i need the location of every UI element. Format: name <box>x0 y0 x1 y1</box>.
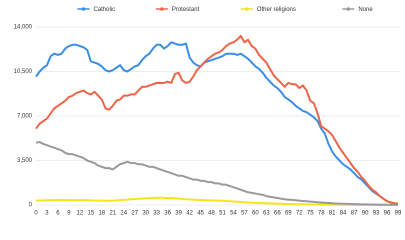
x-tick-label: 90 <box>362 211 369 217</box>
x-tick-label: 3 <box>45 211 49 217</box>
series-line <box>36 196 398 206</box>
x-tick-label: 12 <box>77 211 84 217</box>
x-tick-label: 60 <box>252 211 259 217</box>
x-tick-label: 36 <box>164 211 171 217</box>
x-tick-label: 42 <box>186 211 193 217</box>
x-tick-label: 99 <box>395 211 402 217</box>
y-tick-label: 0 <box>29 203 33 209</box>
legend-swatch-dot <box>81 7 86 11</box>
x-tick-label: 39 <box>175 211 182 217</box>
series-line <box>35 141 399 206</box>
x-tick-label: 6 <box>56 211 60 217</box>
x-tick-label: 66 <box>274 211 281 217</box>
x-tick-label: 84 <box>340 211 347 217</box>
x-tick-label: 33 <box>153 211 160 217</box>
legend-label: Protestant <box>172 7 200 13</box>
x-tick-label: 0 <box>34 211 38 217</box>
x-tick-label: 21 <box>109 211 116 217</box>
series-line <box>35 34 399 205</box>
y-tick-label: 3,500 <box>17 158 33 164</box>
legend-label: None <box>358 7 373 13</box>
x-tick-label: 72 <box>296 211 303 217</box>
x-tick-label: 87 <box>351 211 358 217</box>
x-tick-label: 9 <box>67 211 71 217</box>
x-tick-label: 69 <box>285 211 292 217</box>
y-tick-label: 10,500 <box>14 69 33 75</box>
x-tick-label: 18 <box>98 211 105 217</box>
legend-label: Catholic <box>93 7 115 13</box>
x-tick-label: 96 <box>384 211 391 217</box>
x-tick-label: 63 <box>263 211 270 217</box>
y-tick-label: 14,000 <box>14 25 33 31</box>
x-tick-label: 81 <box>329 211 336 217</box>
x-tick-label: 45 <box>197 211 204 217</box>
y-tick-label: 7,000 <box>17 114 33 120</box>
x-tick-label: 54 <box>230 211 237 217</box>
x-tick-label: 15 <box>88 211 95 217</box>
legend-swatch-dot <box>245 7 249 11</box>
x-tick-label: 30 <box>142 211 149 217</box>
x-tick-label: 24 <box>120 211 127 217</box>
x-tick-label: 57 <box>241 211 248 217</box>
x-tick-label: 51 <box>219 211 226 217</box>
x-tick-label: 27 <box>131 211 138 217</box>
legend-swatch-dot <box>346 7 351 11</box>
x-tick-label: 75 <box>307 211 314 217</box>
series-line <box>35 41 399 206</box>
x-tick-label: 93 <box>373 211 380 217</box>
x-tick-label: 78 <box>318 211 325 217</box>
legend-swatch-dot <box>160 7 164 11</box>
x-tick-label: 48 <box>208 211 215 217</box>
legend-label: Other religions <box>257 7 296 13</box>
